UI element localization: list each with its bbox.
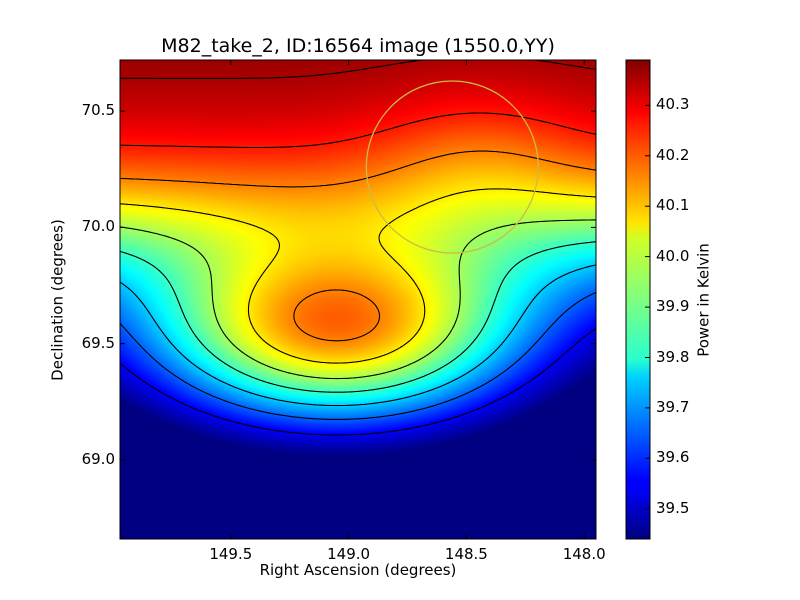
colorbar-tick-label: 40.1 — [656, 196, 690, 215]
y-tick-label: 70.0 — [81, 217, 115, 236]
x-tick-label: 149.0 — [327, 545, 371, 563]
plot-frame — [119, 59, 597, 540]
contour-level-8 — [120, 60, 596, 79]
y-tick-label: 69.5 — [81, 333, 115, 352]
colorbar-tick-label: 39.9 — [656, 297, 690, 316]
heatmap-image — [120, 60, 596, 539]
contour-lines — [120, 60, 596, 436]
colorbar-tick-label: 40.0 — [656, 246, 690, 265]
y-axis-label: Declination (degrees) — [48, 219, 67, 381]
colorbar-tick-label: 39.8 — [656, 347, 690, 366]
x-tick-label: 148.5 — [444, 545, 488, 563]
contour-level-4 — [120, 219, 596, 380]
x-axis-label: Right Ascension (degrees) — [259, 561, 457, 579]
contour-level-3 — [120, 241, 596, 393]
colorbar-label: Power in Kelvin — [694, 243, 713, 357]
colorbar-ticks — [645, 104, 650, 510]
heatmap-plot — [119, 59, 597, 540]
colorbar-tick-label: 39.7 — [656, 397, 690, 416]
colorbar-tick-label: 40.2 — [656, 145, 690, 164]
colorbar-frame — [625, 59, 651, 540]
contour-level-5 — [120, 188, 596, 364]
contour-level-2 — [120, 264, 596, 407]
contour-level-0 — [120, 327, 596, 436]
x-tick-label: 149.5 — [209, 545, 253, 563]
colorbar-gradient — [626, 60, 650, 539]
contour-level-6 — [120, 150, 596, 342]
axis-ticks — [120, 60, 596, 539]
chart-title: M82_take_2, ID:16564 image (1550.0,YY) — [161, 35, 555, 57]
contour-level-1 — [120, 291, 596, 420]
colorbar — [625, 59, 651, 540]
y-tick-label: 69.0 — [81, 449, 115, 468]
colorbar-tick-label: 39.6 — [656, 448, 690, 467]
x-tick-label: 148.0 — [562, 545, 606, 563]
beam-circle — [365, 80, 539, 254]
colorbar-tick-label: 39.5 — [656, 498, 690, 517]
colorbar-tick-label: 40.3 — [656, 95, 690, 114]
y-tick-label: 70.5 — [81, 101, 115, 120]
contour-level-7 — [120, 112, 596, 149]
